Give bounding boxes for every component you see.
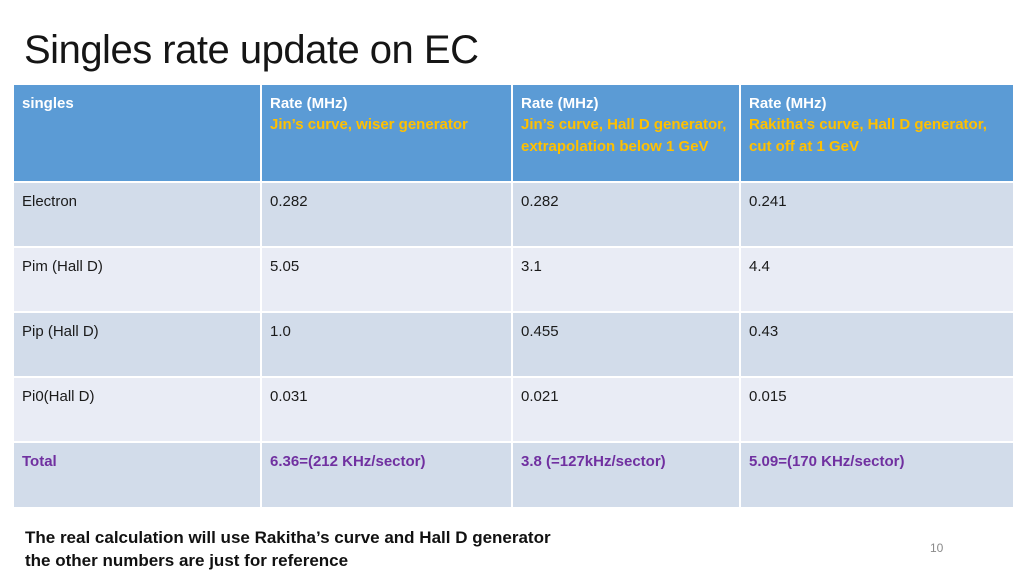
table-cell: 0.43 (741, 313, 1013, 378)
footer-note-line2: the other numbers are just for reference (25, 551, 349, 571)
table-cell: 0.282 (262, 183, 513, 248)
table-cell: 3.1 (513, 248, 741, 313)
cell-value: 5.05 (270, 258, 300, 275)
table-cell-total: 3.8 (=127kHz/sector) (513, 443, 741, 509)
cell-value: 3.8 (=127kHz/sector) (521, 453, 666, 470)
slide-page-number: 10 (930, 541, 944, 555)
cell-value: 1.0 (270, 323, 291, 340)
header-subtitle: Rakitha’s curve, Hall D generator, cut o… (749, 116, 987, 155)
table-row-total-label: Total (14, 443, 262, 509)
table-row-pi0-label: Pi0(Hall D) (14, 378, 262, 443)
footer-note-line1: The real calculation will use Rakitha’s … (25, 528, 551, 547)
cell-value: 0.43 (749, 323, 779, 340)
table-cell: 0.021 (513, 378, 741, 443)
table-cell: 0.031 (262, 378, 513, 443)
header-title: Rate (MHz) (521, 95, 599, 112)
table-row-pim-label: Pim (Hall D) (14, 248, 262, 313)
table-cell-total: 6.36=(212 KHz/sector) (262, 443, 513, 509)
cell-value: 0.015 (749, 388, 787, 405)
header-title: Rate (MHz) (270, 95, 348, 112)
cell-value: 0.282 (521, 193, 559, 210)
cell-value: 0.455 (521, 323, 559, 340)
cell-value: Pim (Hall D) (22, 258, 103, 275)
cell-value: 6.36=(212 KHz/sector) (270, 453, 426, 470)
cell-value: 0.031 (270, 388, 308, 405)
table-header-rate-rakitha: Rate (MHz) Rakitha’s curve, Hall D gener… (741, 85, 1013, 183)
header-title: Rate (MHz) (749, 95, 827, 112)
table-row-electron-label: Electron (14, 183, 262, 248)
cell-value: 0.021 (521, 388, 559, 405)
table-cell: 0.455 (513, 313, 741, 378)
cell-value: 5.09=(170 KHz/sector) (749, 453, 905, 470)
table-cell: 0.241 (741, 183, 1013, 248)
footer-note: The real calculation will use Rakitha’s … (25, 526, 551, 573)
table-header-rate-halld-extrapolation: Rate (MHz) Jin’s curve, Hall D generator… (513, 85, 741, 183)
cell-value: Pi0(Hall D) (22, 388, 95, 405)
page-title: Singles rate update on EC (24, 28, 479, 72)
table-row-pip-label: Pip (Hall D) (14, 313, 262, 378)
cell-value: 0.241 (749, 193, 787, 210)
cell-value: 3.1 (521, 258, 542, 275)
header-subtitle: Jin’s curve, wiser generator (270, 116, 468, 134)
table-cell: 5.05 (262, 248, 513, 313)
singles-rate-table: singles Rate (MHz) Jin’s curve, wiser ge… (14, 85, 1013, 509)
table-cell: 0.282 (513, 183, 741, 248)
table-cell: 4.4 (741, 248, 1013, 313)
header-subtitle: Jin’s curve, Hall D generator, extrapola… (521, 116, 727, 155)
cell-value: Pip (Hall D) (22, 323, 99, 340)
table-header-singles: singles (14, 85, 262, 183)
table-header-rate-wiser: Rate (MHz) Jin’s curve, wiser generator (262, 85, 513, 183)
cell-value: Electron (22, 193, 78, 210)
cell-value: 4.4 (749, 258, 770, 275)
table-cell: 1.0 (262, 313, 513, 378)
header-title: singles (22, 95, 74, 112)
table-cell-total: 5.09=(170 KHz/sector) (741, 443, 1013, 509)
cell-value: Total (22, 453, 57, 470)
cell-value: 0.282 (270, 193, 308, 210)
table-cell: 0.015 (741, 378, 1013, 443)
